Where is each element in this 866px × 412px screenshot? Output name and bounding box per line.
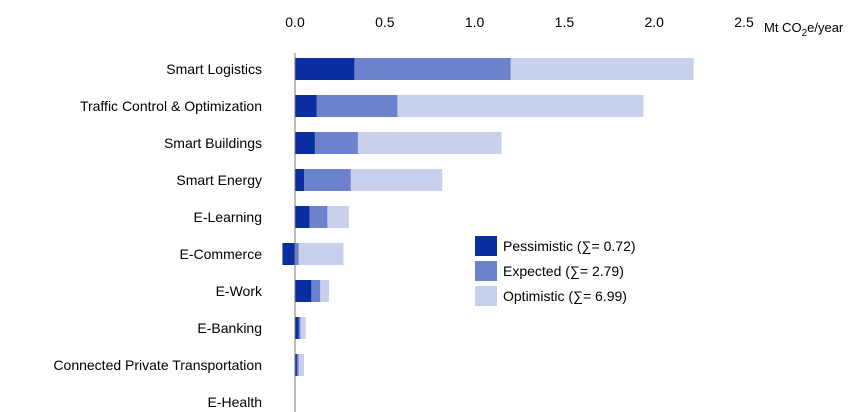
category-label: Smart Logistics [166, 61, 262, 77]
legend-swatch [475, 261, 497, 281]
category-label: E-Learning [194, 209, 263, 225]
x-axis-unit-label: Mt CO2e/year [764, 20, 844, 39]
bar [295, 95, 317, 117]
x-axis: 0.0 0.5 1.0 1.5 2.0 2.5 [285, 14, 754, 30]
bar [295, 317, 299, 339]
bar [295, 354, 299, 376]
bar [295, 354, 297, 376]
x-tick-label: 2.0 [644, 14, 664, 30]
bar [282, 243, 295, 265]
category-label: Traffic Control & Optimization [80, 98, 262, 114]
x-tick-label: 2.5 [734, 14, 754, 30]
category-label: E-Work [216, 283, 263, 299]
unit-main: Mt CO [764, 20, 802, 35]
legend-label: Pessimistic (∑= 0.72) [503, 238, 636, 254]
bar [295, 95, 398, 117]
x-tick-label: 0.5 [375, 14, 395, 30]
category-label: E-Health [208, 394, 262, 410]
unit-tail: e/year [807, 20, 844, 35]
bar [295, 206, 310, 228]
legend-swatch [475, 286, 497, 306]
unit-subscript: 2 [802, 28, 808, 39]
category-label: Smart Energy [176, 172, 262, 188]
category-label: E-Commerce [180, 246, 263, 262]
bar-series-group [282, 58, 694, 376]
legend-label: Expected (∑= 2.79) [503, 263, 624, 279]
bar [295, 169, 351, 191]
category-label: Connected Private Transportation [53, 357, 262, 373]
bar [295, 243, 299, 265]
legend-label: Optimistic (∑= 6.99) [503, 288, 627, 304]
bar [295, 132, 315, 154]
x-tick-label: 1.0 [465, 14, 485, 30]
x-tick-label: 1.5 [555, 14, 575, 30]
bar [295, 169, 304, 191]
bar [295, 58, 355, 80]
x-tick-label: 0.0 [285, 14, 305, 30]
category-label: Smart Buildings [164, 135, 262, 151]
bar [295, 243, 344, 265]
legend: Pessimistic (∑= 0.72) Expected (∑= 2.79) O… [475, 236, 636, 306]
bar [295, 354, 304, 376]
category-labels: Smart Logistics Traffic Control & Optimiz… [53, 61, 263, 410]
legend-swatch [475, 236, 497, 256]
bar [295, 280, 312, 302]
category-label: E-Banking [197, 320, 262, 336]
